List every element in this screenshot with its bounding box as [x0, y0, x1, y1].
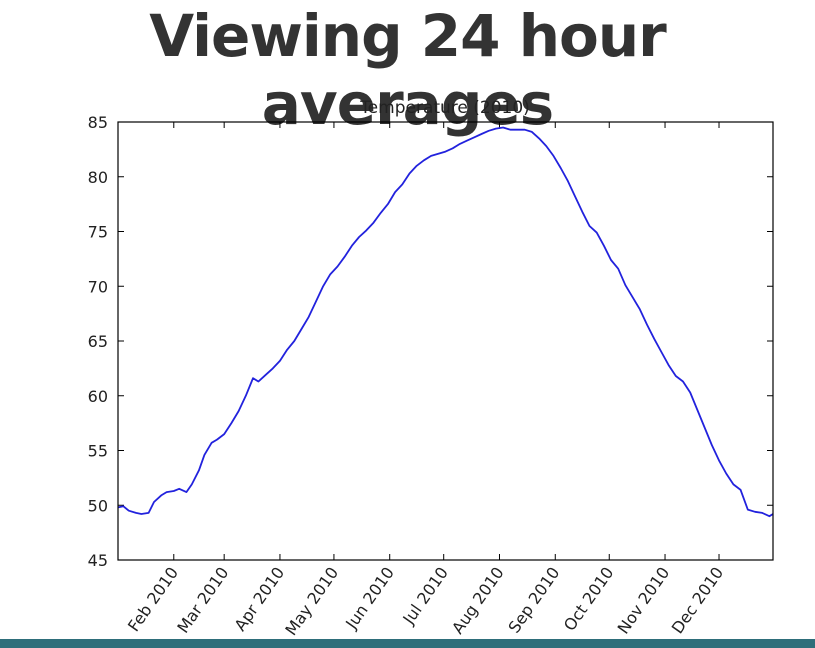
x-tick-label: May 2010	[281, 563, 342, 639]
x-tick-label: Dec 2010	[668, 563, 728, 637]
y-tick-label: 45	[88, 551, 108, 570]
plot-frame	[117, 121, 774, 561]
x-tick-label: Sep 2010	[504, 563, 563, 636]
x-tick-label: Oct 2010	[560, 563, 618, 634]
y-tick-label: 80	[88, 168, 108, 187]
x-tick-label: Aug 2010	[448, 563, 508, 637]
bottom-bar	[0, 639, 815, 648]
y-tick-label: 65	[88, 332, 108, 351]
y-tick-label: 70	[88, 277, 108, 296]
x-tick-label: Jul 2010	[398, 563, 451, 628]
y-tick-label: 50	[88, 496, 108, 515]
y-axis-ticks: 45 50 55 60 65 70 75 80 85	[88, 113, 773, 570]
slide-title: Viewing 24 hour averages	[149, 2, 667, 138]
y-tick-label: 75	[88, 223, 108, 242]
x-tick-label: Apr 2010	[231, 563, 289, 634]
chart-title: Temperature (2010)	[359, 98, 530, 118]
y-tick-label: 60	[88, 387, 108, 406]
y-tick-label: 85	[88, 113, 108, 132]
x-tick-label: Mar 2010	[173, 563, 232, 636]
y-tick-label: 55	[88, 442, 108, 461]
x-tick-label: Nov 2010	[614, 563, 674, 637]
x-tick-label: Jun 2010	[341, 563, 398, 633]
temperature-series-line	[117, 126, 774, 518]
